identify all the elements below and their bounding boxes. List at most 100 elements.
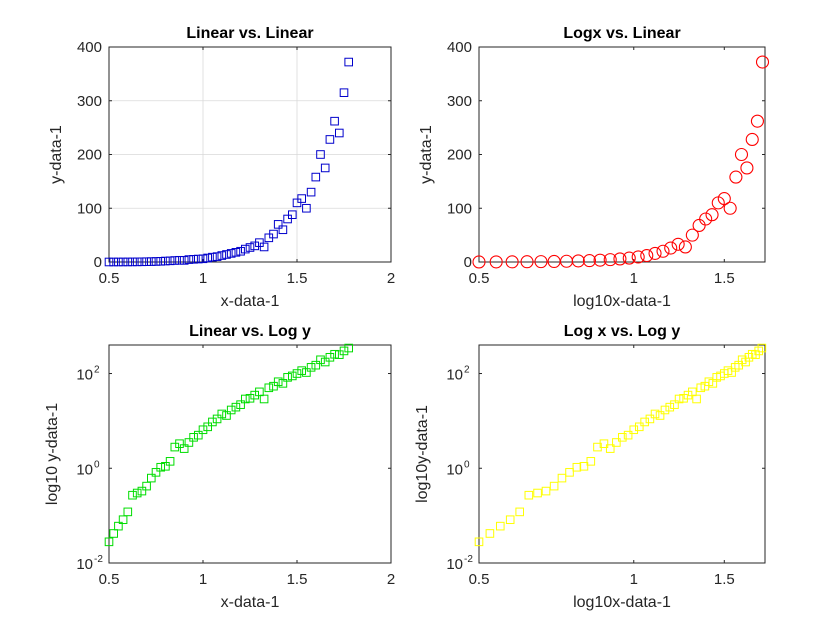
- y-tick-label: 10: [76, 461, 93, 478]
- data-point: [189, 433, 198, 442]
- data-point: [104, 537, 114, 547]
- data-point: [278, 379, 288, 388]
- x-tick-label: 1.5: [714, 571, 735, 588]
- x-tick-label: 1.5: [287, 270, 308, 287]
- data-point: [222, 411, 231, 420]
- data-point: [755, 55, 770, 69]
- data-point: [142, 481, 151, 491]
- data-point: [231, 248, 241, 257]
- subplot-logx-linear: 0.5 1 1.5 0 100 200 300 400 Logx vs. Linear log10…: [418, 25, 770, 310]
- data-point: [571, 254, 585, 268]
- y-tick-label: 10: [446, 461, 463, 478]
- y-tick-label: 10: [76, 556, 93, 573]
- data-point: [245, 393, 255, 403]
- data-point: [109, 257, 119, 267]
- data-point: [745, 132, 759, 146]
- data-point: [123, 257, 133, 267]
- data-point: [259, 394, 269, 404]
- x-tick-label: 1: [630, 571, 638, 588]
- data-point: [147, 257, 156, 266]
- data-point: [705, 208, 719, 222]
- data-point: [114, 257, 123, 267]
- data-point: [142, 257, 151, 267]
- data-point: [118, 257, 128, 267]
- data-point: [123, 507, 133, 517]
- data-point: [740, 161, 754, 175]
- data-point: [612, 438, 621, 447]
- x-tick-label: 1: [630, 270, 638, 287]
- data-point: [685, 228, 699, 242]
- data-point: [593, 253, 607, 267]
- data-point: [325, 352, 335, 362]
- data-point: [629, 425, 639, 435]
- x-tick-label: 1.5: [287, 571, 308, 588]
- data-point: [222, 250, 231, 259]
- data-point: [264, 383, 274, 393]
- axes-box: [108, 344, 392, 564]
- data-point: [631, 250, 645, 264]
- data-point: [634, 422, 644, 432]
- data-points: [104, 57, 353, 267]
- data-point: [132, 488, 142, 498]
- x-tick-label: 0.5: [99, 571, 120, 588]
- data-point: [565, 468, 574, 477]
- x-tick-label: 1: [199, 270, 207, 287]
- data-point: [104, 257, 114, 267]
- data-point: [132, 257, 142, 267]
- data-point: [603, 253, 617, 267]
- data-point: [269, 381, 278, 391]
- data-point: [344, 57, 353, 67]
- data-point: [306, 187, 316, 197]
- data-point: [330, 116, 339, 126]
- data-point: [226, 405, 236, 415]
- y-tick-exponent: 2: [464, 365, 470, 376]
- data-point: [541, 486, 551, 496]
- data-point: [302, 368, 311, 377]
- y-tick-label: 100: [447, 200, 472, 217]
- data-point: [297, 194, 306, 203]
- data-point: [194, 254, 203, 264]
- data-point: [311, 360, 321, 370]
- y-tick-label: 300: [447, 93, 472, 110]
- data-point: [320, 357, 330, 367]
- data-point: [579, 461, 589, 471]
- data-point: [297, 366, 306, 375]
- data-point: [495, 521, 505, 531]
- data-point: [339, 346, 349, 356]
- data-point: [273, 377, 283, 387]
- y-axis-label: log10 y-data-1: [44, 403, 61, 505]
- data-point: [754, 346, 764, 356]
- data-point: [505, 255, 519, 269]
- plot-title: Log x vs. Log y: [564, 323, 681, 340]
- data-point: [622, 251, 636, 265]
- data-point: [485, 529, 495, 538]
- y-tick-exponent: -2: [464, 554, 473, 565]
- data-point: [586, 457, 596, 466]
- data-point: [217, 409, 227, 419]
- y-tick-label: 0: [464, 254, 472, 271]
- data-points: [104, 343, 353, 547]
- data-point: [533, 488, 542, 498]
- data-point: [161, 256, 170, 266]
- y-tick-exponent: 0: [94, 459, 100, 470]
- data-point: [320, 163, 330, 173]
- data-point: [118, 515, 128, 525]
- data-point: [198, 254, 208, 264]
- y-tick-exponent: 2: [94, 365, 100, 376]
- data-point: [640, 249, 654, 263]
- data-point: [292, 198, 302, 208]
- data-point: [472, 255, 486, 269]
- y-tick-label: 200: [77, 147, 102, 164]
- y-tick-label: 300: [77, 93, 102, 110]
- data-point: [648, 246, 662, 260]
- data-point: [165, 256, 175, 266]
- x-axis-label: x-data-1: [221, 594, 280, 611]
- data-point: [505, 515, 515, 525]
- data-point: [557, 473, 567, 483]
- data-point: [128, 490, 137, 500]
- data-point: [231, 402, 241, 412]
- data-point: [109, 529, 119, 538]
- data-point: [316, 150, 325, 159]
- data-point: [655, 411, 665, 420]
